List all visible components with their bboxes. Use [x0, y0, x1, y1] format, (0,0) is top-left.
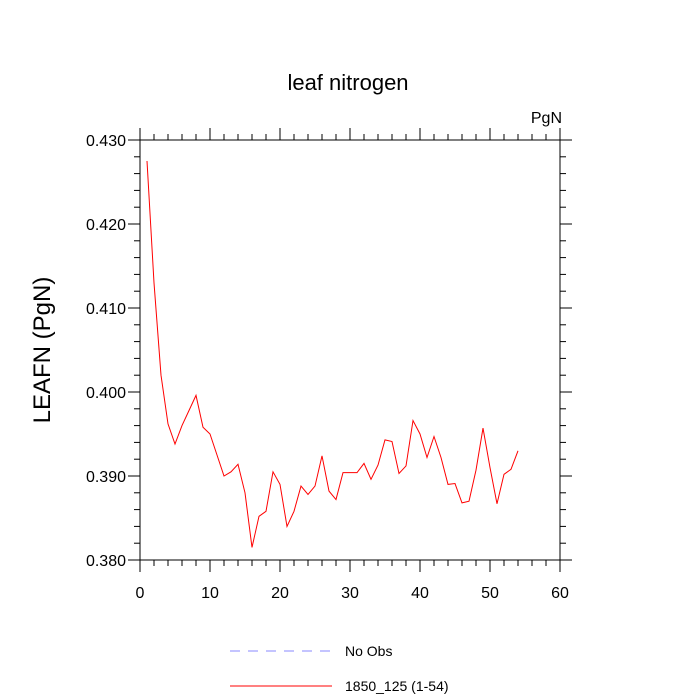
- legend: No Obs 1850_125 (1-54): [230, 643, 449, 694]
- y-tick-label: 0.380: [86, 553, 126, 570]
- x-tick-label: 0: [136, 585, 145, 602]
- x-tick-label: 30: [341, 585, 359, 602]
- chart-title: leaf nitrogen: [287, 70, 408, 95]
- y-tick-label: 0.400: [86, 385, 126, 402]
- axis-ticks: [128, 128, 572, 572]
- legend-label-1: 1850_125 (1-54): [345, 678, 449, 694]
- y-axis-label: LEAFN (PgN): [29, 277, 56, 424]
- series-line-1: [146, 160, 519, 548]
- x-tick-label: 60: [551, 585, 569, 602]
- y-tick-label: 0.430: [86, 133, 126, 150]
- y-tick-label: 0.410: [86, 301, 126, 318]
- x-tick-label: 20: [271, 585, 289, 602]
- legend-label-0: No Obs: [345, 643, 392, 659]
- series-layer: [146, 160, 519, 548]
- plot-frame: [139, 139, 561, 561]
- y-tick-label: 0.390: [86, 469, 126, 486]
- x-tick-label: 40: [411, 585, 429, 602]
- x-tick-labels: 0 10 20 30 40 50 60: [136, 585, 569, 602]
- x-tick-label: 50: [481, 585, 499, 602]
- x-tick-label: 10: [201, 585, 219, 602]
- units-label: PgN: [531, 110, 562, 127]
- y-tick-label: 0.420: [86, 217, 126, 234]
- y-tick-labels: 0.380 0.390 0.400 0.410 0.420 0.430: [86, 133, 126, 570]
